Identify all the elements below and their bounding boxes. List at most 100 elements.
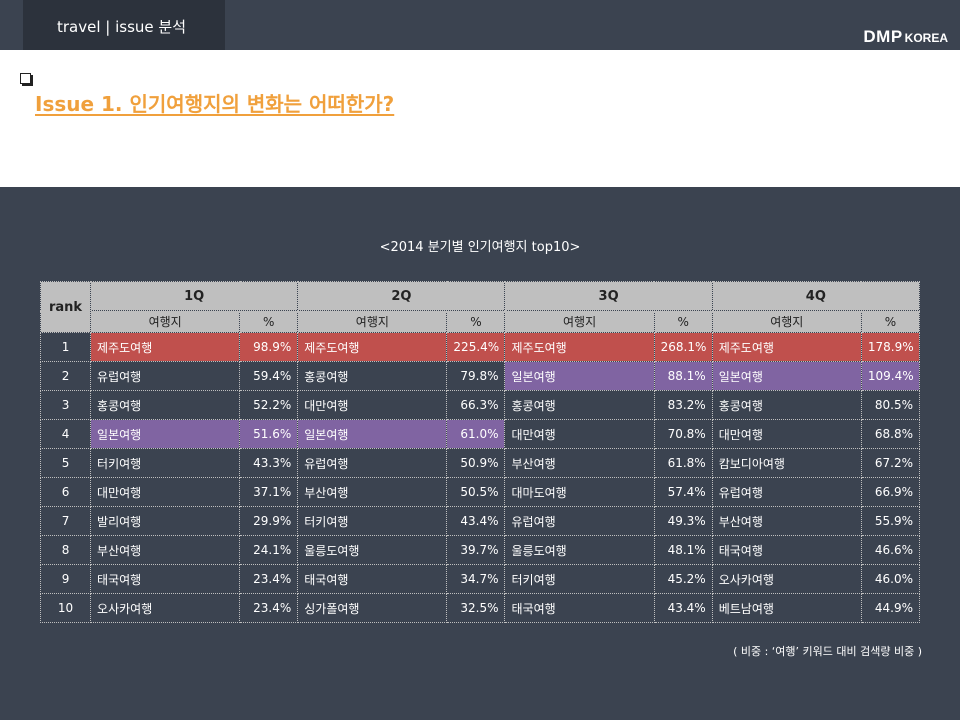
percent-cell: 57.4% <box>653 477 713 507</box>
place-cell: 유럽여행 <box>90 361 241 391</box>
percent-cell: 80.5% <box>860 390 921 420</box>
place-cell: 대만여행 <box>90 477 241 507</box>
checkbox-bullet-icon <box>20 73 31 84</box>
place-cell: 대만여행 <box>297 390 448 420</box>
place-cell: 태국여행 <box>711 535 862 565</box>
place-cell: 태국여행 <box>297 564 448 594</box>
percent-cell: 178.9% <box>860 332 921 362</box>
percent-cell: 43.4% <box>653 593 713 623</box>
table-header-row: rank 1Q 2Q 3Q 4Q <box>39 281 921 333</box>
table-row: 1 제주도여행 98.9% 제주도여행 225.4% 제주도여행 268.1% 제주도여행 17… <box>39 332 921 362</box>
quarter-header: 1Q <box>90 281 299 311</box>
percent-cell: 49.3% <box>653 506 713 536</box>
section-tab-label: travel | issue 분석 <box>57 18 187 36</box>
table-row: 8 부산여행 24.1% 울릉도여행 39.7% 울릉도여행 48.1% 태국여행 46.6% <box>39 535 921 565</box>
percent-cell: 46.6% <box>860 535 921 565</box>
place-subheader: 여행지 <box>90 310 241 333</box>
section-tab[interactable]: travel | issue 분석 <box>23 0 225 50</box>
percent-cell: 23.4% <box>239 593 299 623</box>
place-cell: 일본여행 <box>504 361 655 391</box>
percent-cell: 88.1% <box>653 361 713 391</box>
percent-cell: 61.0% <box>446 419 506 449</box>
place-cell: 울릉도여행 <box>504 535 655 565</box>
place-cell: 태국여행 <box>90 564 241 594</box>
rank-cell: 10 <box>39 593 92 623</box>
pct-subheader: % <box>239 310 299 333</box>
brand-logo: DMP KOREA <box>863 27 948 47</box>
quarter-header: 3Q <box>504 281 713 311</box>
table-row: 5 터키여행 43.3% 유럽여행 50.9% 부산여행 61.8% 캄보디아여행 67.2% <box>39 448 921 478</box>
table-row: 4 일본여행 51.6% 일본여행 61.0% 대만여행 70.8% 대만여행 68.8% <box>39 419 921 449</box>
place-cell: 발리여행 <box>90 506 241 536</box>
table-row: 7 발리여행 29.9% 터키여행 43.4% 유럽여행 49.3% 부산여행 55.9% <box>39 506 921 536</box>
percent-cell: 268.1% <box>653 332 713 362</box>
place-cell: 대만여행 <box>504 419 655 449</box>
place-cell: 오사카여행 <box>90 593 241 623</box>
place-cell: 베트남여행 <box>711 593 862 623</box>
percent-cell: 23.4% <box>239 564 299 594</box>
place-cell: 유럽여행 <box>711 477 862 507</box>
place-cell: 부산여행 <box>504 448 655 478</box>
table-caption: <2014 분기별 인기여행지 top10> <box>379 240 581 255</box>
pct-subheader: % <box>653 310 713 333</box>
place-cell: 제주도여행 <box>90 332 241 362</box>
place-subheader: 여행지 <box>297 310 448 333</box>
place-cell: 터키여행 <box>504 564 655 594</box>
percent-cell: 32.5% <box>446 593 506 623</box>
rank-cell: 4 <box>39 419 92 449</box>
table-row: 2 유럽여행 59.4% 홍콩여행 79.8% 일본여행 88.1% 일본여행 109.4% <box>39 361 921 391</box>
place-cell: 유럽여행 <box>297 448 448 478</box>
rank-cell: 2 <box>39 361 92 391</box>
place-subheader: 여행지 <box>711 310 862 333</box>
place-cell: 부산여행 <box>90 535 241 565</box>
percent-cell: 66.9% <box>860 477 921 507</box>
percent-cell: 79.8% <box>446 361 506 391</box>
ranking-table: rank 1Q 2Q 3Q 4Q 여행지 % 여행지 % 여행지 % 여행지 %… <box>39 281 921 623</box>
table-row: 6 대만여행 37.1% 부산여행 50.5% 대마도여행 57.4% 유럽여행 66.9% <box>39 477 921 507</box>
percent-cell: 67.2% <box>860 448 921 478</box>
percent-cell: 52.2% <box>239 390 299 420</box>
table-subheader-row: 여행지 % 여행지 % 여행지 % 여행지 % <box>41 310 921 333</box>
rank-cell: 6 <box>39 477 92 507</box>
quarter-header: 2Q <box>297 281 506 311</box>
table-body: 1 제주도여행 98.9% 제주도여행 225.4% 제주도여행 268.1% 제주도여행 17… <box>39 332 921 623</box>
rank-cell: 5 <box>39 448 92 478</box>
place-cell: 제주도여행 <box>711 332 862 362</box>
place-cell: 대만여행 <box>711 419 862 449</box>
brand-sub: KOREA <box>904 31 948 45</box>
percent-cell: 83.2% <box>653 390 713 420</box>
place-cell: 부산여행 <box>297 477 448 507</box>
top-bar: travel | issue 분석 DMP KOREA <box>0 0 960 50</box>
percent-cell: 43.4% <box>446 506 506 536</box>
percent-cell: 61.8% <box>653 448 713 478</box>
place-cell: 태국여행 <box>504 593 655 623</box>
percent-cell: 46.0% <box>860 564 921 594</box>
place-cell: 대마도여행 <box>504 477 655 507</box>
percent-cell: 48.1% <box>653 535 713 565</box>
place-cell: 제주도여행 <box>297 332 448 362</box>
pct-subheader: % <box>860 310 921 333</box>
percent-cell: 37.1% <box>239 477 299 507</box>
title-band <box>0 50 960 187</box>
place-cell: 싱가폴여행 <box>297 593 448 623</box>
percent-cell: 68.8% <box>860 419 921 449</box>
rank-cell: 7 <box>39 506 92 536</box>
percent-cell: 225.4% <box>446 332 506 362</box>
percent-cell: 59.4% <box>239 361 299 391</box>
percent-cell: 109.4% <box>860 361 921 391</box>
place-cell: 일본여행 <box>90 419 241 449</box>
percent-cell: 24.1% <box>239 535 299 565</box>
place-cell: 제주도여행 <box>504 332 655 362</box>
table-row: 9 태국여행 23.4% 태국여행 34.7% 터키여행 45.2% 오사카여행 46.0% <box>39 564 921 594</box>
place-cell: 홍콩여행 <box>297 361 448 391</box>
percent-cell: 45.2% <box>653 564 713 594</box>
table-row: 10 오사카여행 23.4% 싱가폴여행 32.5% 태국여행 43.4% 베트남여행 44.9… <box>39 593 921 623</box>
place-cell: 홍콩여행 <box>504 390 655 420</box>
rank-cell: 9 <box>39 564 92 594</box>
pct-subheader: % <box>446 310 506 333</box>
percent-cell: 39.7% <box>446 535 506 565</box>
place-subheader: 여행지 <box>504 310 655 333</box>
place-cell: 홍콩여행 <box>90 390 241 420</box>
rank-cell: 3 <box>39 390 92 420</box>
place-cell: 부산여행 <box>711 506 862 536</box>
